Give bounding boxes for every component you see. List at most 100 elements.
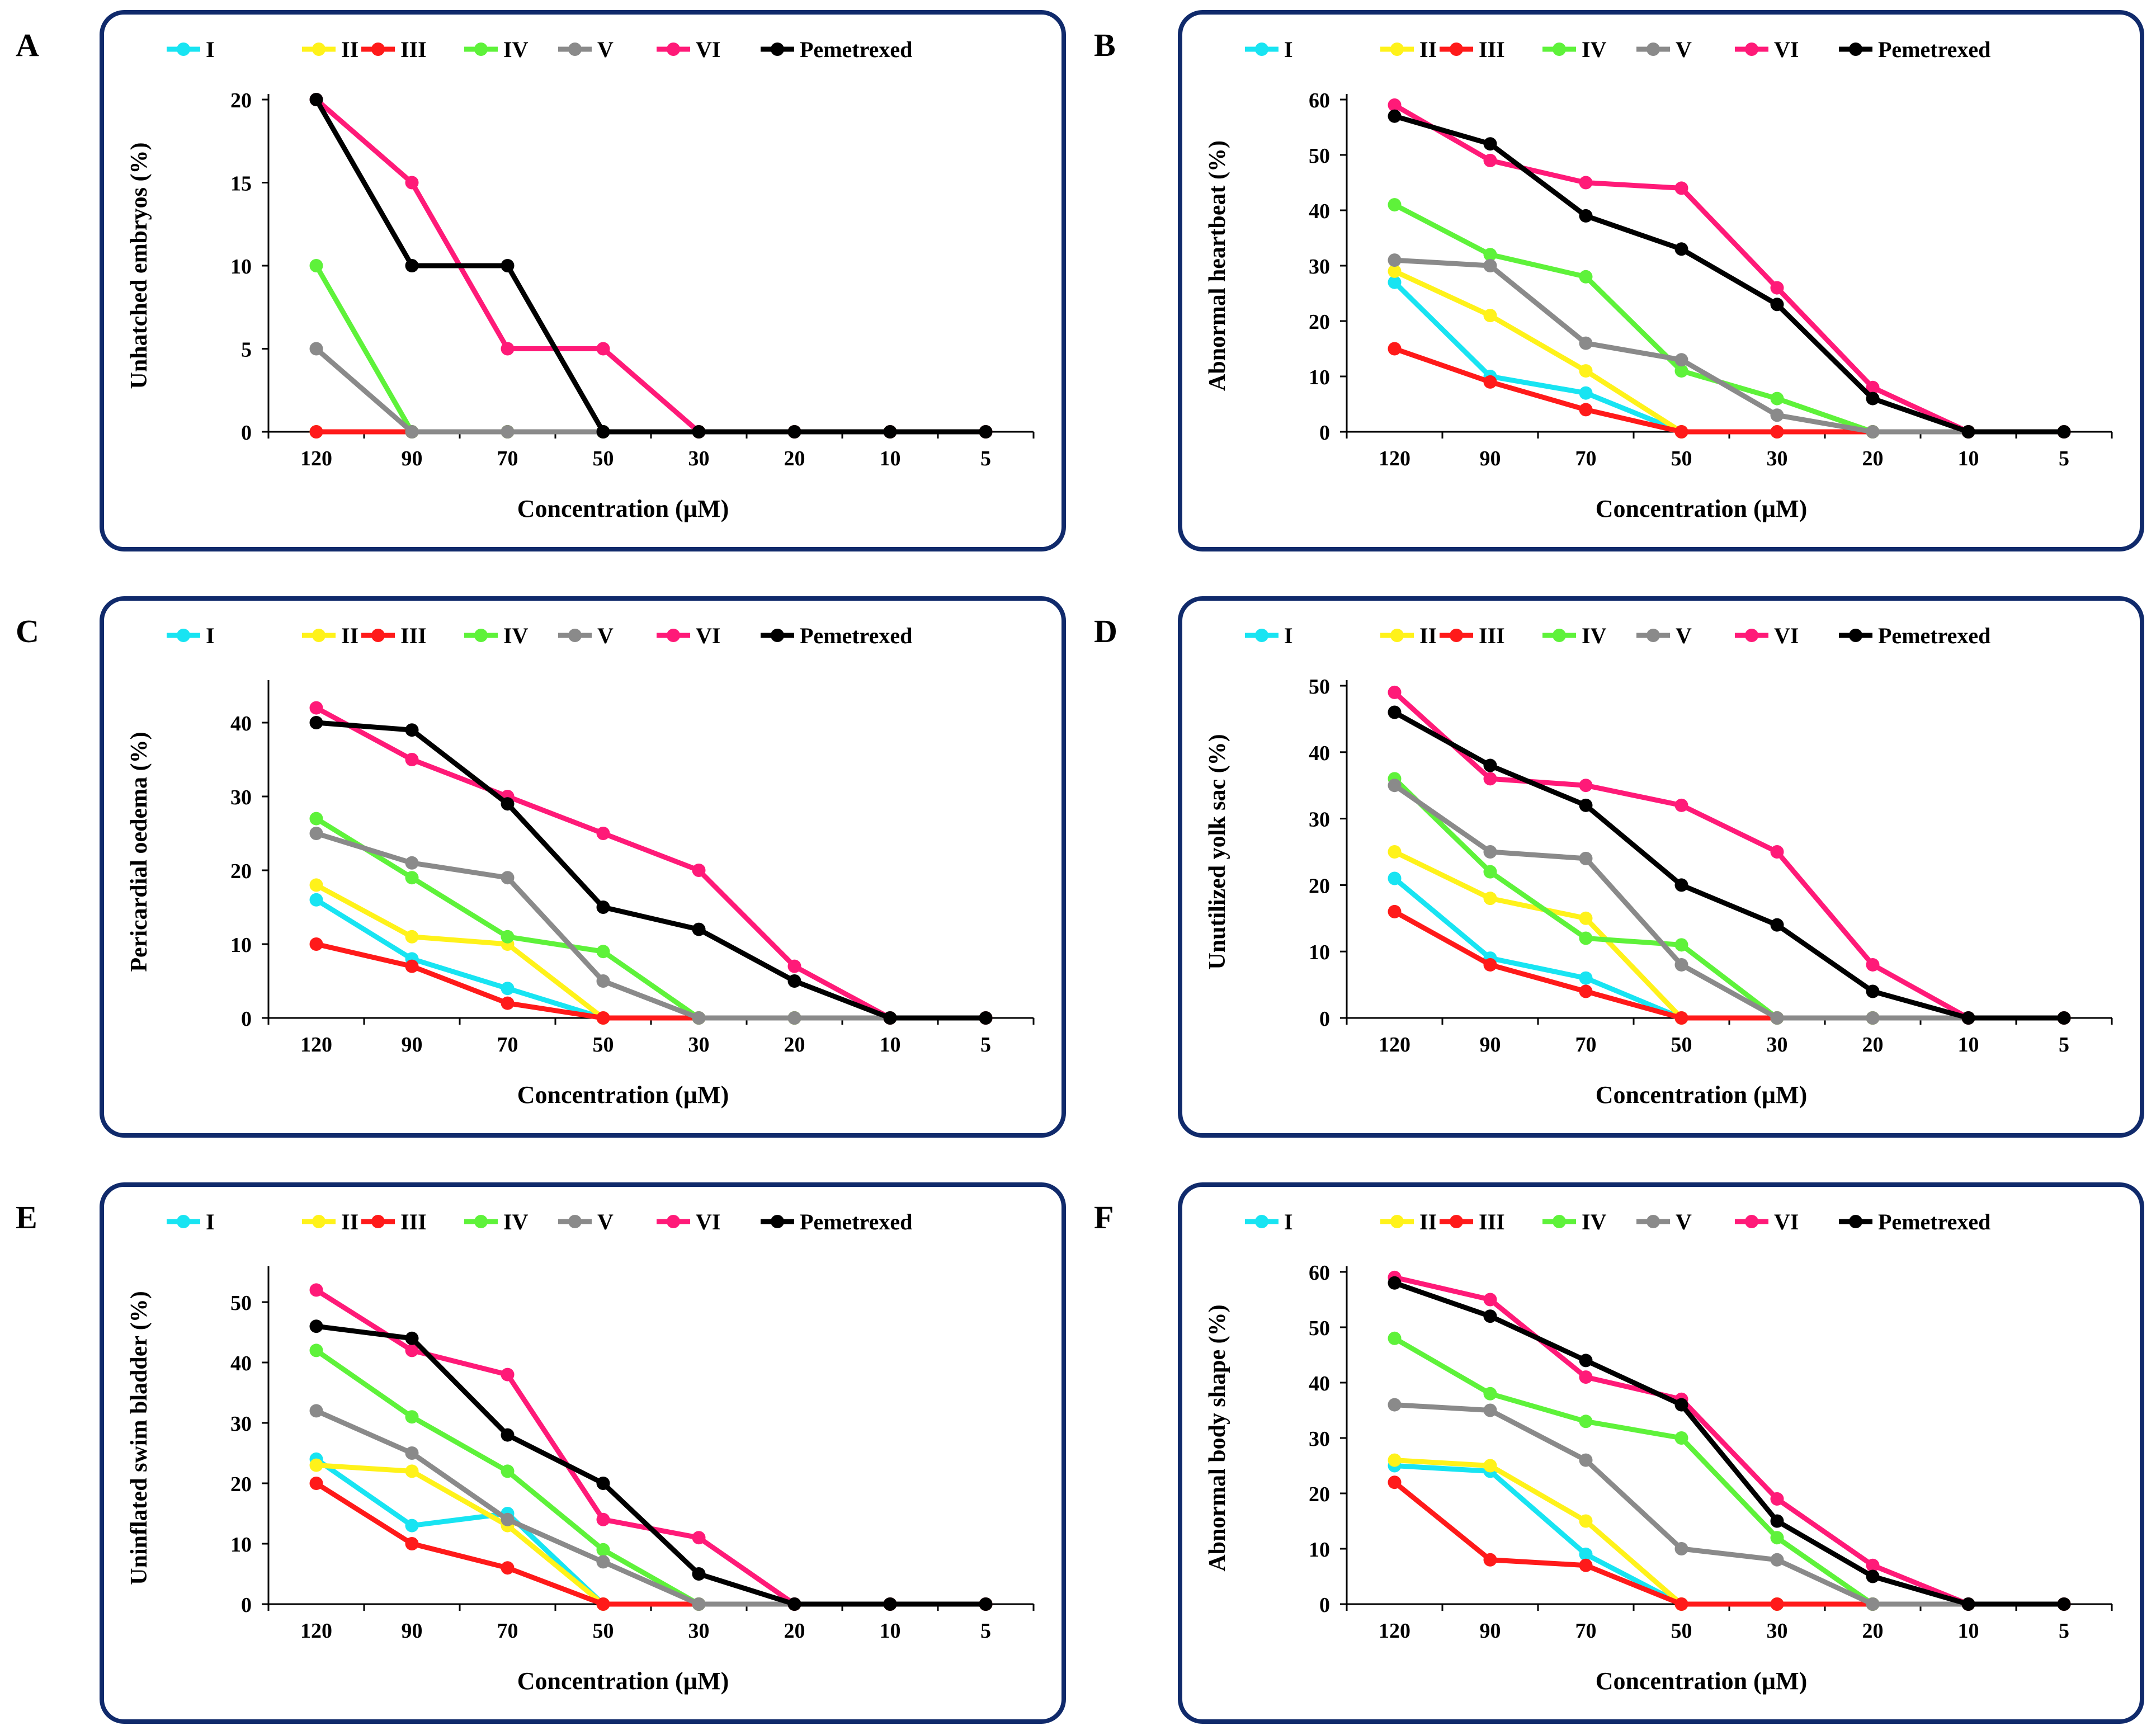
x-tick-label: 70: [1575, 1619, 1597, 1643]
legend-label: V: [597, 1209, 614, 1234]
data-point: [596, 1011, 610, 1025]
data-point: [787, 959, 801, 973]
data-point: [1388, 1331, 1402, 1345]
x-tick-label: 90: [1480, 447, 1501, 470]
data-point: [1579, 984, 1593, 998]
data-point: [1388, 685, 1402, 699]
y-axis-title: Pericardial oedema (%): [126, 732, 152, 972]
series-pemetrexed: [309, 1319, 993, 1611]
y-tick-label: 0: [241, 421, 252, 445]
legend-swatch-marker: [1849, 43, 1862, 56]
data-point: [1579, 1558, 1593, 1572]
data-point: [1579, 971, 1593, 985]
series-i: [1388, 275, 2071, 439]
x-tick-label: 20: [784, 1619, 805, 1643]
legend-swatch-marker: [177, 1215, 190, 1228]
series-i: [1388, 1459, 2071, 1611]
y-tick-label: 0: [1319, 1007, 1330, 1031]
legend-swatch-marker: [1390, 629, 1404, 642]
legend-label: VI: [1774, 623, 1799, 648]
legend-label: Pemetrexed: [1878, 623, 1990, 648]
data-point: [1866, 425, 1880, 439]
panel-letter: C: [16, 613, 39, 649]
data-point: [1483, 309, 1497, 323]
y-tick-label: 50: [230, 1291, 252, 1315]
x-tick-label: 10: [880, 1619, 901, 1643]
x-tick-label: 120: [1379, 1033, 1410, 1057]
legend-swatch-marker: [1450, 1215, 1463, 1228]
data-point: [596, 342, 610, 356]
data-point: [501, 1512, 515, 1526]
series-line: [315, 1323, 986, 1607]
series-line: [1394, 114, 2064, 435]
x-tick-label: 5: [2059, 1033, 2069, 1057]
x-tick-label: 30: [688, 1033, 710, 1057]
series-line: [1394, 257, 2064, 435]
x-tick-label: 50: [1671, 1033, 1692, 1057]
legend-label: III: [1479, 1209, 1505, 1234]
data-point: [405, 1446, 419, 1460]
data-point: [1866, 984, 1880, 998]
legend-swatch-marker: [312, 43, 325, 56]
y-tick-label: 30: [1309, 1427, 1330, 1451]
y-tick-label: 10: [230, 1533, 252, 1557]
data-point: [1579, 798, 1593, 812]
panel-frame: [1178, 596, 2144, 1138]
x-tick-label: 20: [784, 1033, 805, 1057]
legend-label: VI: [1774, 1209, 1799, 1234]
legend-swatch-marker: [1255, 43, 1268, 56]
series-line: [1393, 690, 2064, 1021]
data-point: [405, 176, 419, 190]
series-line: [1393, 710, 2064, 1021]
data-point: [501, 871, 515, 885]
y-tick-label: 40: [1309, 200, 1330, 223]
legend-label: II: [1419, 1209, 1437, 1234]
data-point: [1961, 1011, 1975, 1025]
legend-swatch-marker: [1745, 1215, 1758, 1228]
data-point: [1483, 1387, 1497, 1401]
data-point: [309, 425, 323, 439]
data-point: [405, 930, 419, 944]
legend-swatch-marker: [474, 43, 488, 56]
data-point: [309, 827, 323, 840]
legend-label: I: [1284, 623, 1293, 648]
data-point: [692, 1011, 706, 1025]
data-point: [1388, 1453, 1402, 1467]
y-tick-label: 30: [230, 1412, 252, 1436]
legend-label: I: [206, 37, 215, 62]
x-tick-label: 5: [980, 1619, 991, 1643]
x-tick-label: 120: [300, 1033, 332, 1057]
legend-swatch-marker: [371, 629, 385, 642]
data-point: [1483, 892, 1497, 906]
y-tick-label: 40: [1309, 742, 1330, 765]
y-tick-label: 50: [1309, 144, 1330, 168]
data-point: [405, 1343, 419, 1357]
legend-label: I: [1284, 37, 1293, 62]
data-point: [405, 959, 419, 973]
legend-label: IV: [1582, 1209, 1607, 1234]
x-axis-title: Concentration (µM): [1596, 1667, 1808, 1695]
legend-label: IV: [503, 623, 529, 648]
data-point: [883, 425, 897, 439]
data-point: [1388, 779, 1402, 793]
legend-swatch-marker: [1553, 1215, 1566, 1228]
panel-frame: [100, 596, 1066, 1138]
x-tick-label: 30: [688, 447, 710, 470]
x-axis-title: Concentration (µM): [517, 1081, 729, 1109]
legend-label: III: [400, 623, 427, 648]
legend-swatch-marker: [177, 629, 190, 642]
data-point: [1388, 342, 1402, 356]
panel-frame: [1178, 1182, 2144, 1724]
series-pemetrexed: [1388, 109, 2071, 439]
data-point: [1770, 1011, 1784, 1025]
data-point: [1388, 904, 1402, 918]
series-v: [1388, 1398, 2071, 1611]
data-point: [1388, 1475, 1402, 1489]
x-tick-label: 5: [2059, 447, 2069, 470]
data-point: [501, 797, 515, 811]
data-point: [1961, 425, 1975, 439]
x-tick-label: 90: [1480, 1619, 1501, 1643]
data-point: [1579, 911, 1593, 925]
legend-swatch-marker: [1647, 629, 1660, 642]
data-point: [1483, 845, 1497, 859]
